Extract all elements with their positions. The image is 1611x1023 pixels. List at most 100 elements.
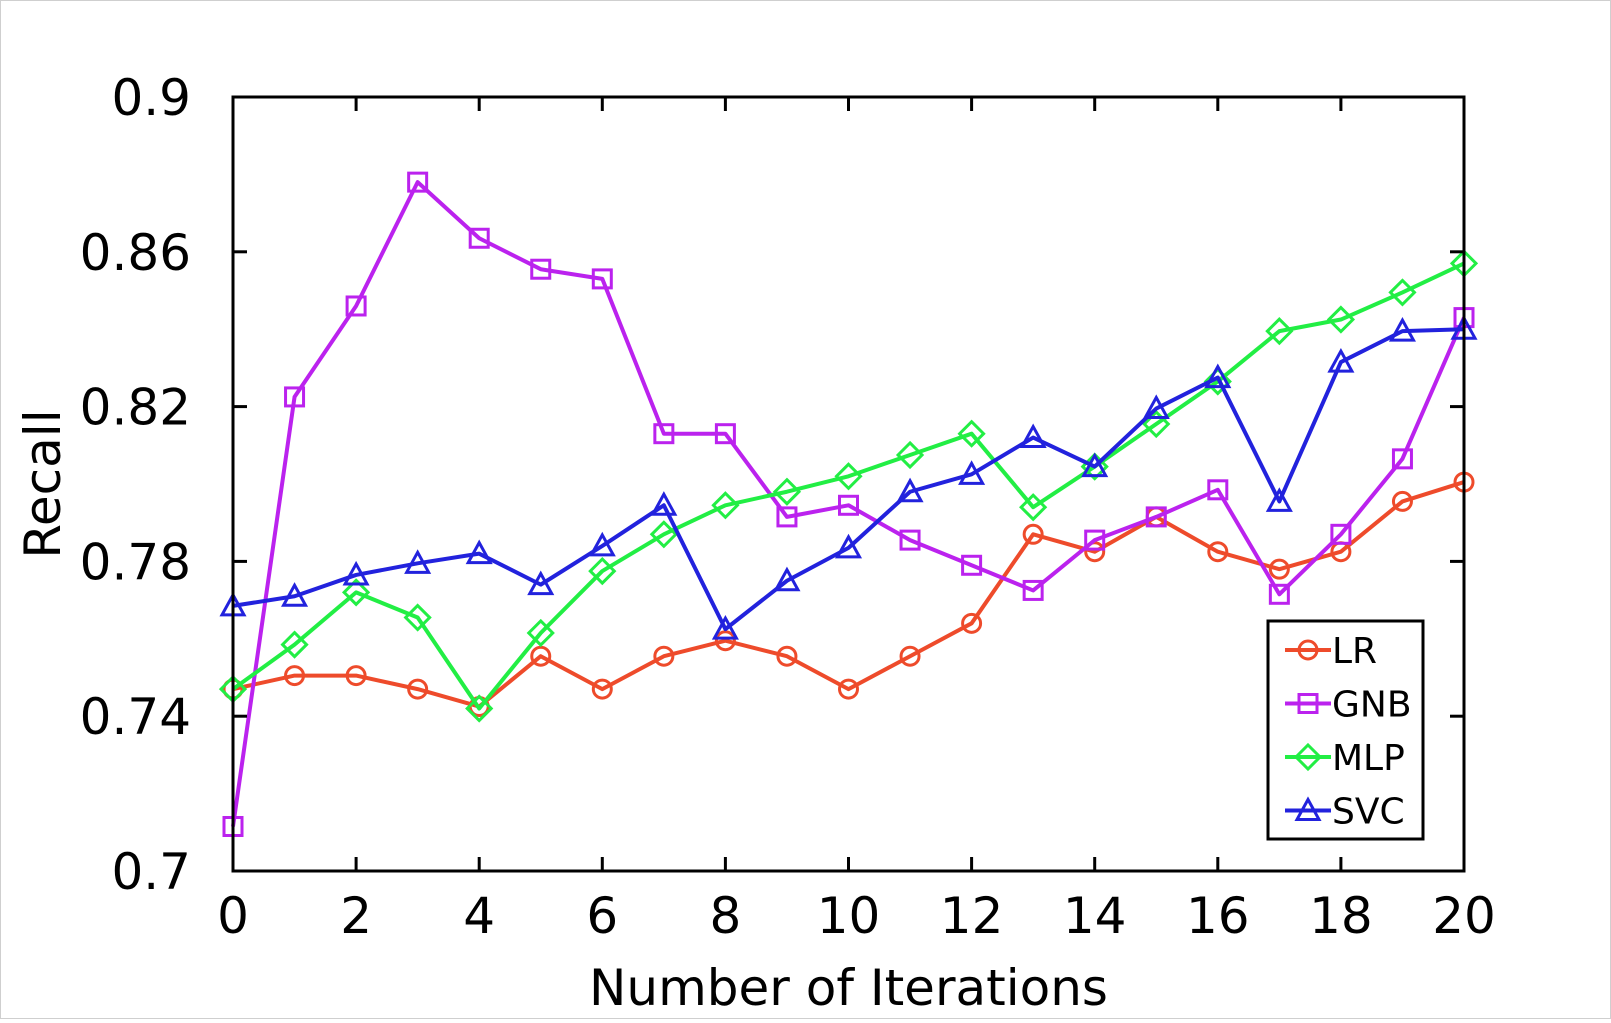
point-gnb bbox=[714, 423, 736, 445]
point-svc bbox=[711, 615, 739, 640]
x-tick-label: 0 bbox=[217, 887, 249, 945]
point-svc bbox=[834, 533, 863, 559]
x-tick-label: 18 bbox=[1309, 887, 1373, 945]
point-lr bbox=[899, 645, 921, 667]
point-mlp bbox=[772, 477, 802, 506]
point-lr bbox=[591, 678, 613, 700]
x-tick-label: 12 bbox=[940, 887, 1004, 945]
point-svc bbox=[1204, 363, 1232, 389]
point-svc bbox=[1327, 347, 1355, 373]
point-gnb bbox=[1207, 479, 1229, 501]
point-mlp bbox=[1265, 317, 1294, 346]
point-lr bbox=[1268, 558, 1290, 580]
x-tick-label: 8 bbox=[709, 887, 741, 945]
point-mlp bbox=[341, 578, 371, 607]
point-mlp bbox=[834, 462, 863, 491]
point-mlp bbox=[280, 630, 309, 659]
point-lr bbox=[714, 630, 736, 652]
legend-item-lr: LR bbox=[1285, 631, 1377, 672]
point-gnb bbox=[1145, 506, 1167, 528]
point-svc bbox=[404, 549, 432, 574]
point-mlp bbox=[711, 491, 740, 520]
y-tick-label: 0.86 bbox=[80, 224, 191, 282]
point-mlp bbox=[1388, 278, 1417, 307]
point-mlp bbox=[465, 694, 494, 723]
x-tick-label: 6 bbox=[586, 887, 618, 945]
series-gnb bbox=[222, 171, 1475, 837]
point-lr bbox=[1391, 490, 1413, 512]
point-lr bbox=[345, 665, 367, 687]
point-mlp bbox=[526, 618, 555, 648]
x-tick-label: 2 bbox=[340, 887, 372, 945]
series-svc bbox=[219, 315, 1478, 640]
legend-item-svc: SVC bbox=[1285, 792, 1405, 833]
point-mlp bbox=[957, 419, 986, 448]
point-gnb bbox=[1022, 579, 1044, 601]
point-svc bbox=[773, 566, 801, 592]
point-mlp bbox=[895, 440, 925, 470]
y-axis-title: Recall bbox=[14, 409, 72, 558]
point-gnb bbox=[591, 268, 613, 290]
point-lr bbox=[653, 645, 675, 667]
point-svc bbox=[1388, 317, 1416, 342]
point-svc bbox=[1019, 423, 1047, 449]
y-tick-label: 0.9 bbox=[111, 69, 191, 127]
point-gnb bbox=[530, 258, 552, 280]
legend-label-mlp: MLP bbox=[1332, 738, 1405, 779]
point-gnb bbox=[1330, 523, 1352, 545]
legend: LR GNB MLP SVC bbox=[1266, 619, 1425, 841]
point-lr bbox=[1084, 541, 1106, 563]
point-gnb bbox=[1268, 583, 1290, 605]
point-lr bbox=[530, 645, 552, 667]
point-svc bbox=[1265, 487, 1293, 512]
legend-box bbox=[1266, 619, 1425, 841]
point-gnb bbox=[776, 506, 798, 528]
point-gnb bbox=[284, 386, 306, 408]
point-gnb bbox=[468, 227, 490, 249]
legend-marker-lr bbox=[1297, 639, 1319, 661]
point-lr bbox=[284, 665, 306, 687]
point-lr bbox=[961, 612, 983, 634]
point-svc bbox=[1142, 394, 1170, 420]
y-tick-label: 0.78 bbox=[80, 533, 191, 591]
x-tick-label: 20 bbox=[1432, 887, 1496, 945]
axis-ticks-group bbox=[231, 95, 1466, 873]
y-tick-label: 0.7 bbox=[111, 843, 191, 901]
point-svc bbox=[1081, 452, 1109, 478]
point-mlp bbox=[649, 520, 678, 549]
point-svc bbox=[281, 582, 309, 607]
point-gnb bbox=[1391, 448, 1413, 470]
y-tick-label: 0.74 bbox=[80, 688, 191, 746]
tick-labels-group: 0 2 4 6 8 10 12 14 16 18 20 0.7 0.74 0.78 0.82 0.86 0.9 bbox=[80, 69, 1496, 945]
point-mlp bbox=[1203, 367, 1232, 396]
point-lr bbox=[1022, 523, 1044, 545]
point-gnb bbox=[961, 554, 983, 576]
legend-item-gnb: GNB bbox=[1285, 685, 1412, 726]
legend-marker-svc bbox=[1294, 796, 1322, 821]
line-gnb bbox=[231, 180, 1466, 827]
x-tick-label: 16 bbox=[1186, 887, 1250, 945]
point-svc bbox=[650, 491, 678, 516]
point-lr bbox=[1207, 541, 1229, 563]
point-gnb bbox=[407, 171, 429, 193]
x-tick-label: 10 bbox=[817, 887, 881, 945]
point-mlp bbox=[588, 556, 617, 586]
legend-label-gnb: GNB bbox=[1332, 685, 1412, 726]
point-gnb bbox=[1084, 529, 1106, 551]
point-svc bbox=[958, 460, 986, 485]
point-svc bbox=[527, 570, 555, 596]
legend-label-svc: SVC bbox=[1332, 792, 1405, 833]
point-svc bbox=[588, 531, 616, 557]
point-mlp bbox=[1326, 305, 1356, 334]
series-group bbox=[218, 171, 1479, 837]
legend-label-lr: LR bbox=[1332, 631, 1377, 672]
legend-marker-mlp bbox=[1293, 742, 1323, 772]
legend-marker-gnb bbox=[1297, 693, 1319, 714]
point-mlp bbox=[1019, 493, 1048, 522]
point-svc bbox=[896, 477, 924, 503]
y-tick-label: 0.82 bbox=[80, 379, 191, 437]
x-tick-label: 4 bbox=[463, 887, 495, 945]
